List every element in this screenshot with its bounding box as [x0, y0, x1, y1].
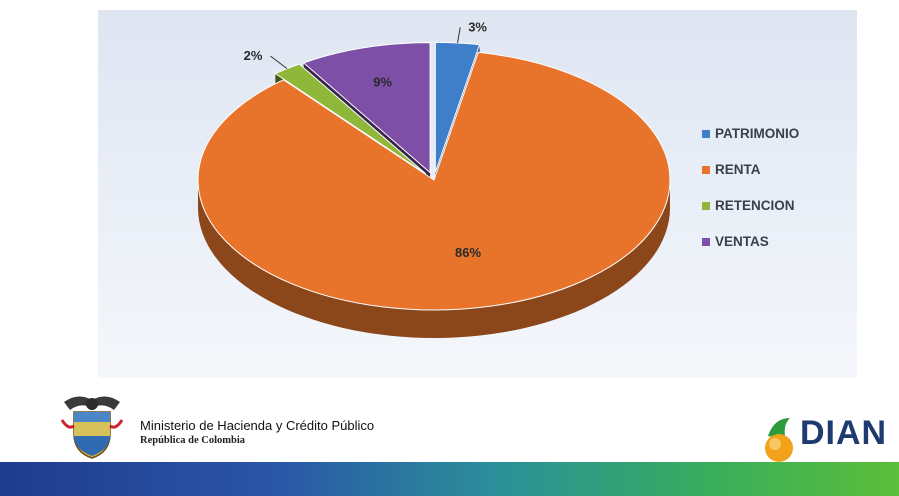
legend-label-retencion: RETENCION	[715, 198, 795, 213]
legend-swatch-renta	[702, 166, 710, 174]
label-leader-retencion	[270, 55, 288, 69]
data-label-ventas: 9%	[373, 75, 392, 90]
footer-gradient-bar	[0, 462, 899, 496]
republic-name: República de Colombia	[140, 435, 246, 446]
slice-renta	[197, 51, 671, 311]
legend-swatch-ventas	[702, 238, 710, 246]
legend-label-renta: RENTA	[715, 162, 761, 177]
legend-label-patrimonio: PATRIMONIO	[715, 126, 799, 141]
legend: PATRIMONIO RENTA RETENCION VENTAS	[702, 126, 799, 249]
legend-label-ventas: VENTAS	[715, 234, 769, 249]
pie-layer	[197, 41, 671, 338]
pie-chart: 3% 86% 2% 9% PATRIMONIO RENTA RETENCION VENTAS	[197, 19, 799, 338]
dian-logo-text: DIAN	[800, 414, 888, 452]
label-leader-patrimonio	[457, 27, 461, 43]
coat-of-arms-logo	[60, 396, 124, 459]
legend-swatch-patrimonio	[702, 130, 710, 138]
data-label-patrimonio: 3%	[468, 19, 487, 34]
slice-retencion	[274, 63, 427, 175]
slice-side-renta	[198, 180, 670, 338]
dian-logo-icon	[765, 418, 793, 462]
data-labels: 3% 86% 2% 9%	[244, 19, 488, 260]
data-label-renta: 86%	[455, 245, 481, 260]
data-label-retencion: 2%	[244, 48, 263, 63]
legend-swatch-retencion	[702, 202, 710, 210]
chart-panel: 3% 86% 2% 9% PATRIMONIO RENTA RETENCION VENTAS	[98, 10, 857, 378]
slice-ventas	[302, 42, 431, 174]
ministry-name: Ministerio de Hacienda y Crédito Público	[140, 418, 375, 433]
